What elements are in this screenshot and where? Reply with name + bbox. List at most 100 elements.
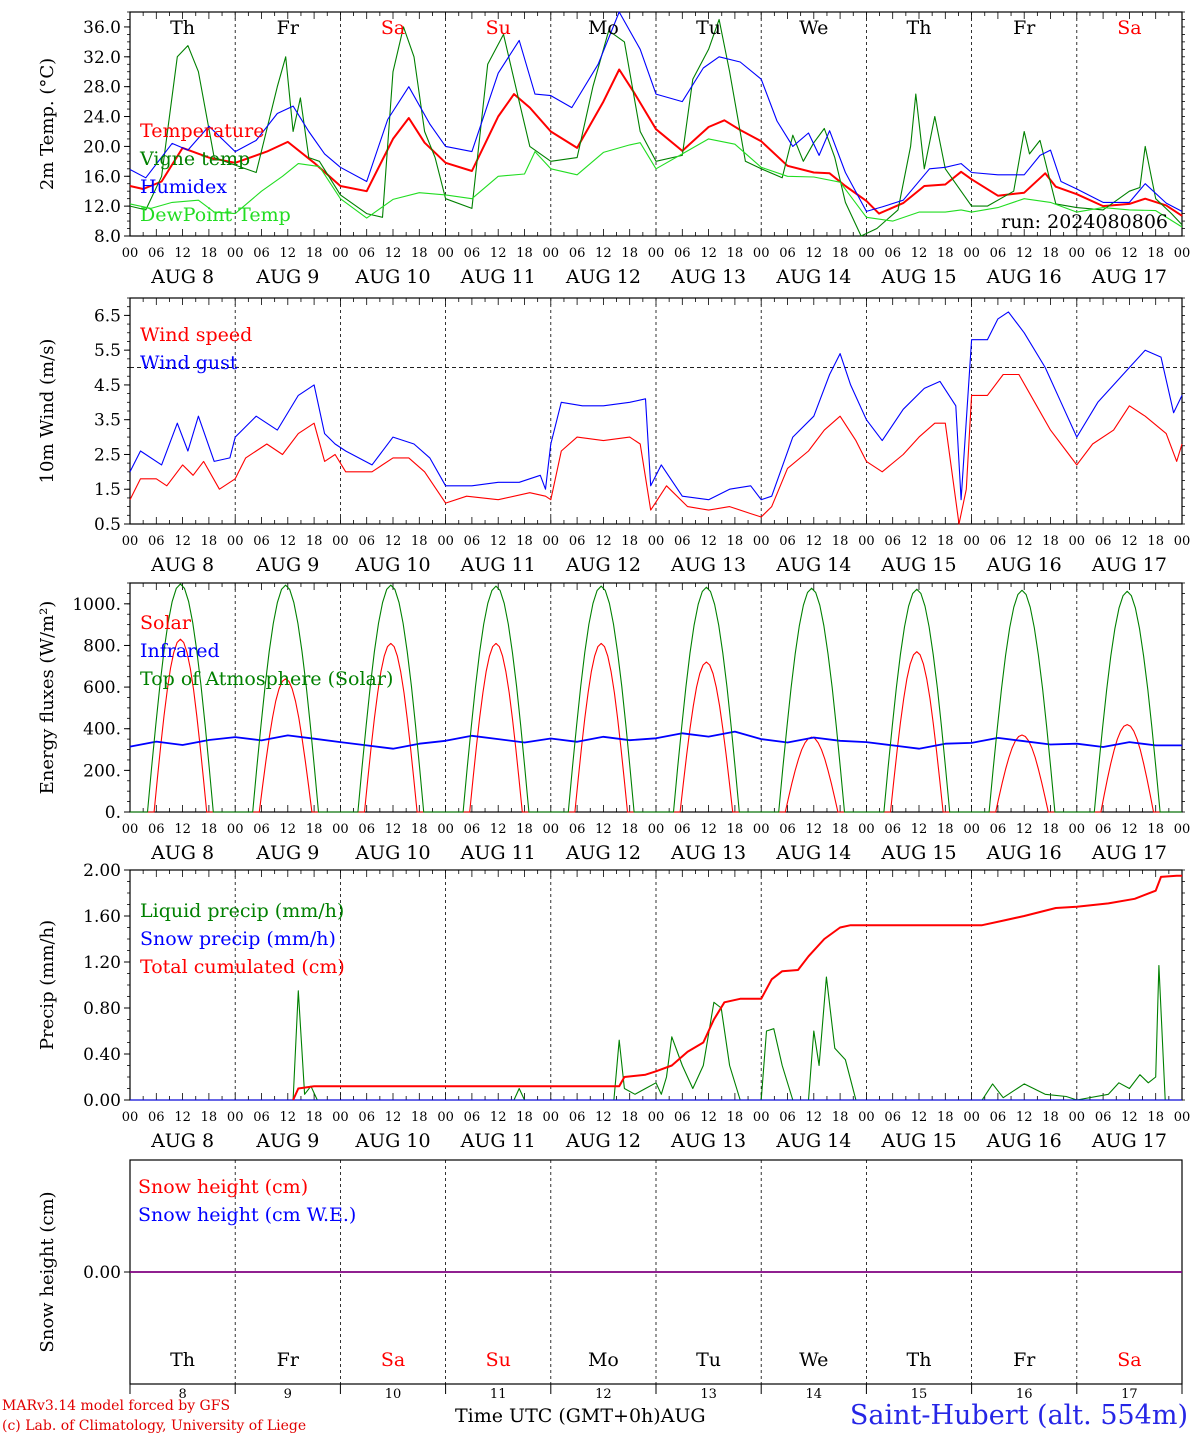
date-label: AUG 10	[354, 266, 430, 288]
y-tick-label: 16.0	[83, 167, 121, 187]
date-label: AUG 13	[670, 1130, 746, 1152]
y-axis-label: Energy fluxes (W/m²)	[37, 601, 58, 795]
legend-entry: Wind gust	[140, 352, 238, 374]
dewpoint-temp-line	[129, 138, 1183, 228]
hour-label: 18	[727, 534, 744, 549]
hour-label: 06	[990, 246, 1007, 261]
date-label: AUG 16	[986, 1130, 1062, 1152]
hour-label: 00	[122, 1110, 139, 1125]
hour-label: 06	[358, 822, 375, 837]
hour-label: 06	[569, 822, 586, 837]
hour-label: 00	[753, 534, 770, 549]
bottom-date-label: 13	[700, 1387, 717, 1402]
date-label: AUG 10	[354, 1130, 430, 1152]
hour-label: 06	[148, 534, 165, 549]
hour-label: 12	[490, 246, 507, 261]
bottom-date-label: 11	[490, 1387, 507, 1402]
y-tick-label: 2.5	[94, 445, 121, 465]
bottom-date-label: 16	[1016, 1387, 1033, 1402]
hour-label: 18	[621, 822, 638, 837]
hour-label: 12	[911, 246, 928, 261]
top-day-label: Th	[170, 17, 195, 39]
hour-label: 18	[201, 534, 218, 549]
top-day-label: Mo	[588, 17, 619, 39]
hour-label: 06	[253, 246, 270, 261]
hour-label: 00	[963, 822, 980, 837]
y-tick-label: 0.00	[83, 1263, 121, 1283]
hour-label: 12	[280, 534, 297, 549]
hour-label: 18	[937, 822, 954, 837]
date-label: AUG 15	[880, 266, 956, 288]
hour-label: 18	[937, 246, 954, 261]
legend-entry: Infrared	[140, 640, 220, 662]
bottom-day-label: Tu	[696, 1349, 721, 1371]
hour-label: 00	[753, 1110, 770, 1125]
hour-label: 06	[148, 1110, 165, 1125]
lab-credit: (c) Lab. of Climatology, University of L…	[2, 1418, 307, 1434]
hour-label: 06	[779, 822, 796, 837]
hour-label: 12	[1121, 822, 1138, 837]
hour-label: 12	[595, 246, 612, 261]
bottom-day-label: Mo	[588, 1349, 619, 1371]
hour-label: 00	[227, 1110, 244, 1125]
bottom-day-label: Sa	[1117, 1349, 1141, 1371]
hour-label: 12	[1016, 246, 1033, 261]
date-label: AUG 10	[354, 554, 430, 576]
top-day-label: Sa	[381, 17, 405, 39]
y-tick-label: 6.5	[94, 306, 121, 326]
precip-panel	[124, 869, 1185, 1101]
hour-label: 18	[727, 1110, 744, 1125]
hour-label: 06	[884, 1110, 901, 1125]
date-label: AUG 14	[775, 842, 851, 864]
date-label: AUG 17	[1091, 266, 1167, 288]
hour-label: 06	[464, 822, 481, 837]
y-tick-label: 0.40	[83, 1045, 121, 1065]
hour-label: 06	[358, 246, 375, 261]
hour-label: 12	[700, 534, 717, 549]
hour-label: 00	[1174, 534, 1191, 549]
date-label: AUG 8	[150, 1130, 214, 1152]
hour-label: 12	[490, 822, 507, 837]
hour-label: 00	[437, 246, 454, 261]
hour-label: 12	[595, 822, 612, 837]
hour-label: 06	[779, 534, 796, 549]
hour-label: 00	[753, 246, 770, 261]
legend-entry: Top of Atmosphere (Solar)	[140, 668, 393, 690]
date-label: AUG 14	[775, 1130, 851, 1152]
hour-label: 00	[332, 534, 349, 549]
hour-label: 12	[385, 246, 402, 261]
hour-label: 18	[727, 246, 744, 261]
hour-label: 00	[1069, 246, 1086, 261]
bottom-day-label: Fr	[1013, 1349, 1036, 1371]
hour-label: 06	[674, 246, 691, 261]
date-label: AUG 9	[255, 266, 319, 288]
hour-label: 00	[543, 534, 560, 549]
hour-label: 12	[174, 534, 191, 549]
y-tick-label: 0.	[105, 803, 121, 823]
y-tick-label: 8.0	[94, 227, 121, 247]
hour-label: 00	[332, 822, 349, 837]
y-tick-label: 3.5	[94, 411, 121, 431]
hour-label: 00	[963, 246, 980, 261]
hour-label: 06	[148, 246, 165, 261]
hour-label: 06	[464, 1110, 481, 1125]
wind-gust-line	[129, 311, 1183, 501]
y-tick-label: 36.0	[83, 18, 121, 38]
hour-label: 12	[174, 822, 191, 837]
hour-label: 18	[411, 822, 428, 837]
hour-label: 00	[122, 822, 139, 837]
y-tick-label: 28.0	[83, 78, 121, 98]
hour-label: 12	[490, 534, 507, 549]
hour-label: 18	[411, 1110, 428, 1125]
wind-panel	[124, 297, 1185, 525]
hour-label: 12	[911, 822, 928, 837]
hour-label: 12	[385, 534, 402, 549]
hour-label: 06	[464, 534, 481, 549]
y-axis-label: Precip (mm/h)	[37, 920, 58, 1050]
hour-label: 18	[727, 822, 744, 837]
hour-label: 00	[437, 822, 454, 837]
hour-label: 00	[1174, 1110, 1191, 1125]
hour-label: 12	[490, 1110, 507, 1125]
hour-label: 06	[884, 822, 901, 837]
